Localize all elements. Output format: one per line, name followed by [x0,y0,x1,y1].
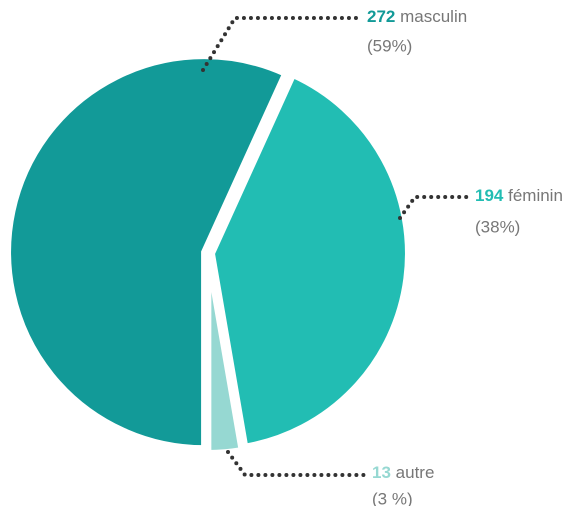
slice-value: 194 [475,186,504,205]
slice-value: 13 [372,463,391,482]
slice-percent: (38%) [475,217,520,236]
slice-label: 194 féminin [475,186,563,205]
pie-slice [208,71,411,451]
leader-line [398,195,472,220]
slice-label: 272 masculin [367,7,467,26]
slice-percent: (59%) [367,36,412,55]
slice-category: féminin [508,186,563,205]
slice-category: masculin [400,7,467,26]
leader-line [201,16,364,72]
pie-slice [205,256,246,456]
slice-label: 13 autre [372,463,434,482]
leader-line [226,450,367,477]
slice-percent: (3 %) [372,489,413,506]
slice-category: autre [396,463,435,482]
pie-slice [5,53,290,452]
slice-value: 272 [367,7,395,26]
